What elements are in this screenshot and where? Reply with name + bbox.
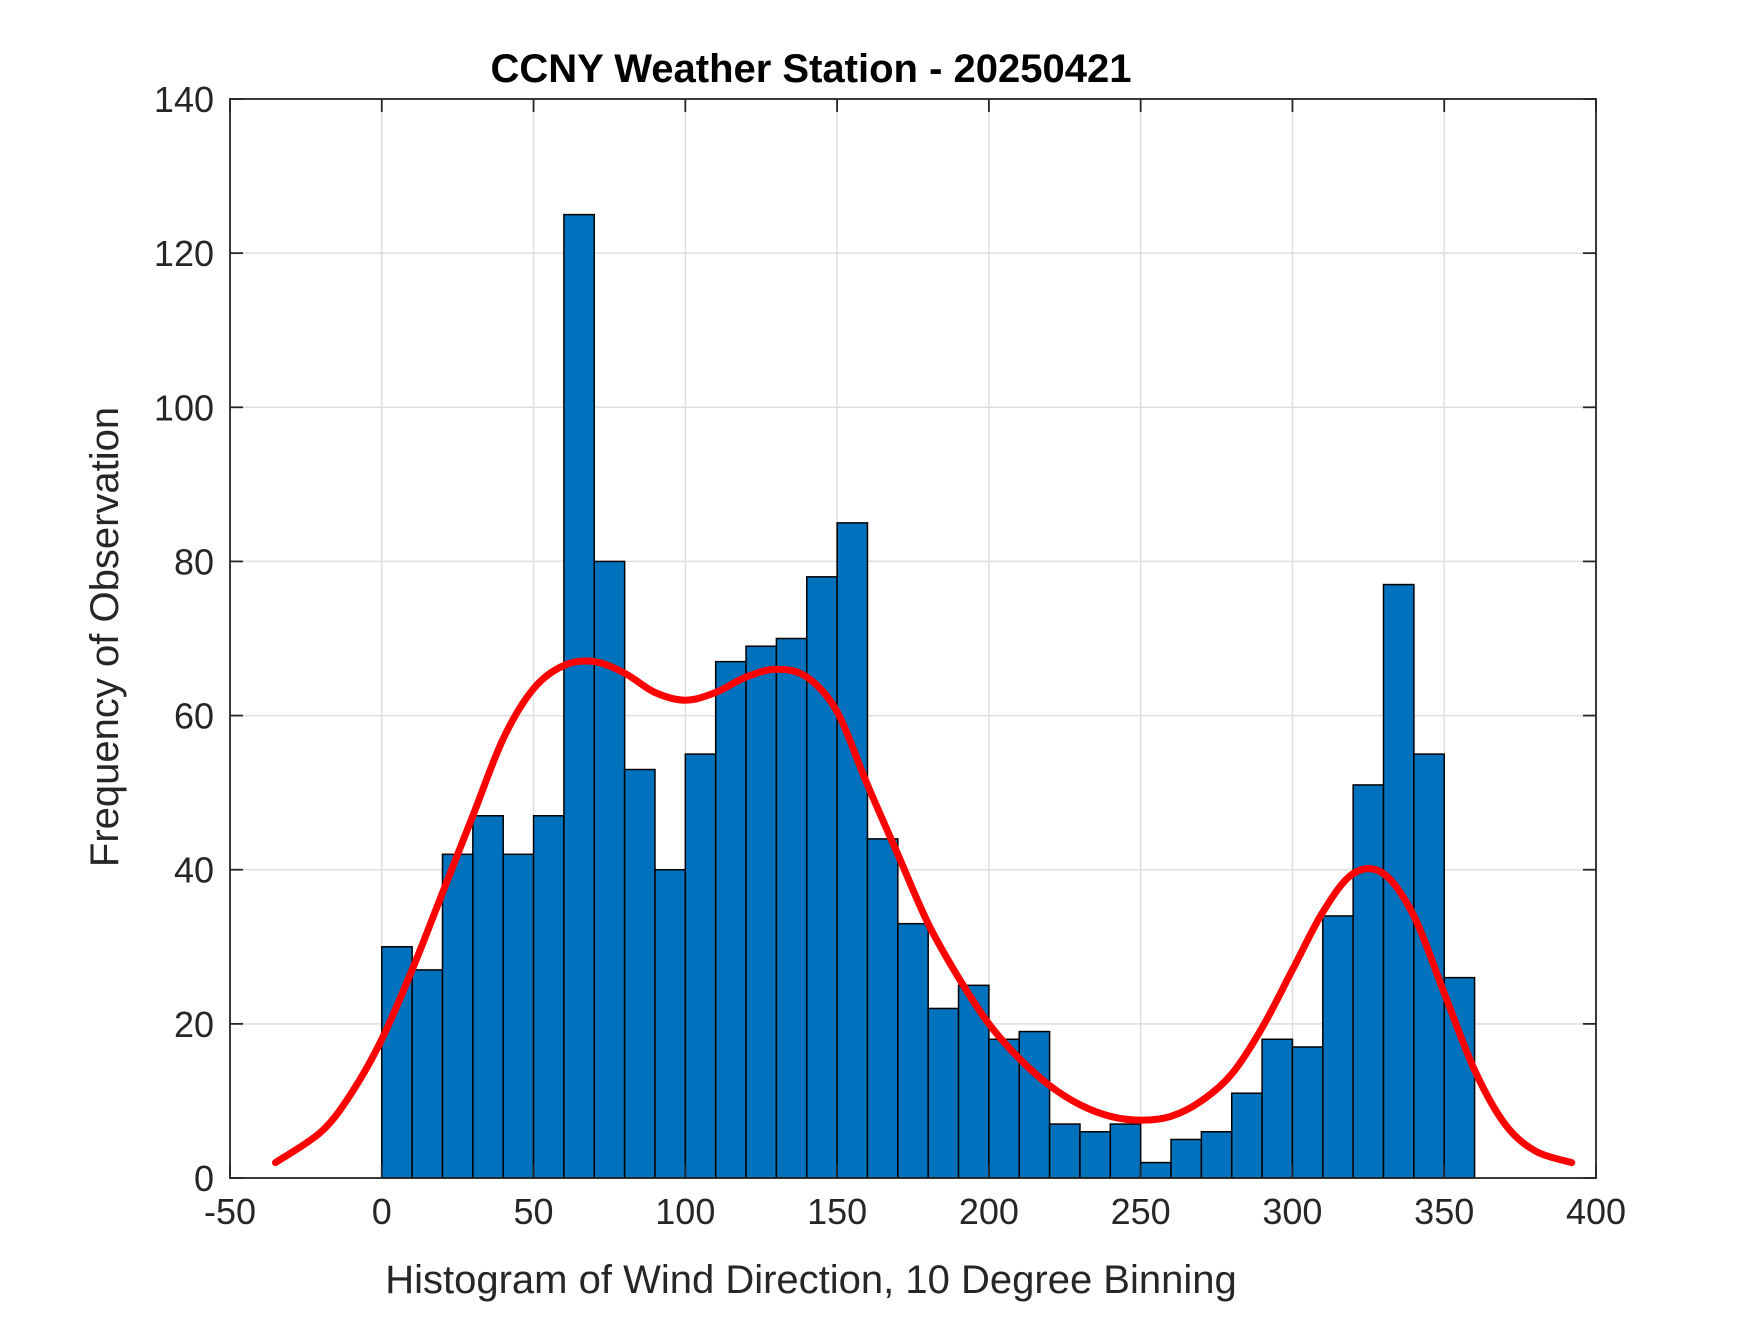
axes-box: [229, 98, 1597, 1179]
histogram-bar-21: [1018, 1030, 1051, 1179]
histogram-bar-1: [411, 969, 444, 1179]
y-tick-label-4: 80: [174, 541, 214, 582]
histogram-bars: [381, 213, 1476, 1179]
histogram-bar-5: [532, 815, 565, 1179]
histogram-bar-34: [1413, 753, 1445, 1179]
histogram-bar-20: [988, 1038, 1020, 1179]
histogram-bar-30: [1291, 1046, 1324, 1179]
y-tick-label-7: 140: [154, 79, 214, 120]
histogram-bar-8: [623, 768, 656, 1179]
histogram-bar-9: [654, 868, 687, 1179]
histogram-bar-2: [441, 853, 474, 1179]
histogram-bar-26: [1170, 1138, 1203, 1179]
x-tick-label-8: 350: [1414, 1191, 1474, 1232]
x-axis-label: Histogram of Wind Direction, 10 Degree B…: [385, 1258, 1237, 1302]
histogram-bar-24: [1109, 1123, 1142, 1179]
histogram-bar-22: [1048, 1123, 1081, 1179]
x-tick-label-5: 200: [959, 1191, 1019, 1232]
y-tick-label-1: 20: [174, 1004, 214, 1045]
y-axis-label: Frequency of Observation: [83, 407, 127, 867]
histogram-bar-28: [1230, 1092, 1263, 1179]
histogram-bar-16: [866, 838, 899, 1179]
histogram-bar-15: [836, 522, 869, 1179]
y-tick-labels: 0 20 40 60 80 100 120 140: [154, 79, 214, 1199]
histogram-bar-27: [1200, 1131, 1233, 1179]
histogram-bar-7: [593, 560, 626, 1179]
histogram-bar-23: [1079, 1131, 1112, 1179]
x-tick-label-7: 300: [1262, 1191, 1322, 1232]
y-tick-label-0: 0: [194, 1158, 214, 1199]
x-tick-label-6: 250: [1111, 1191, 1171, 1232]
x-tick-label-9: 400: [1566, 1191, 1626, 1232]
chart-title: CCNY Weather Station - 20250421: [491, 47, 1132, 91]
histogram-bar-18: [927, 1007, 960, 1179]
x-tick-labels: -50 0 50 100 150 200 250 300 350 400: [204, 1191, 1626, 1232]
x-tick-label-2: 50: [514, 1191, 554, 1232]
histogram-bar-25: [1139, 1161, 1172, 1179]
y-tick-label-3: 60: [174, 696, 214, 737]
histogram-bar-13: [775, 637, 808, 1179]
histogram-bar-10: [684, 753, 717, 1179]
histogram-bar-6: [563, 213, 596, 1179]
histogram-bar-31: [1322, 915, 1354, 1179]
histogram-bar-12: [745, 645, 778, 1179]
histogram-bar-14: [806, 576, 838, 1179]
x-tick-label-3: 100: [655, 1191, 715, 1232]
histogram-bar-4: [502, 853, 535, 1179]
y-tick-label-2: 40: [174, 850, 214, 891]
histogram-bar-29: [1261, 1038, 1294, 1179]
histogram-bar-32: [1352, 784, 1385, 1179]
axes-frame: [229, 98, 1597, 1179]
x-tick-label-0: -50: [204, 1191, 256, 1232]
histogram-bar-17: [897, 922, 929, 1179]
histogram-bar-11: [714, 660, 747, 1179]
y-tick-label-5: 100: [154, 387, 214, 428]
fit-curve-layer: [272, 657, 1576, 1167]
x-tick-label-4: 150: [807, 1191, 867, 1232]
y-tick-label-6: 120: [154, 233, 214, 274]
histogram-bar-3: [472, 815, 504, 1179]
fit-curve: [272, 657, 1576, 1167]
x-tick-label-1: 0: [372, 1191, 392, 1232]
